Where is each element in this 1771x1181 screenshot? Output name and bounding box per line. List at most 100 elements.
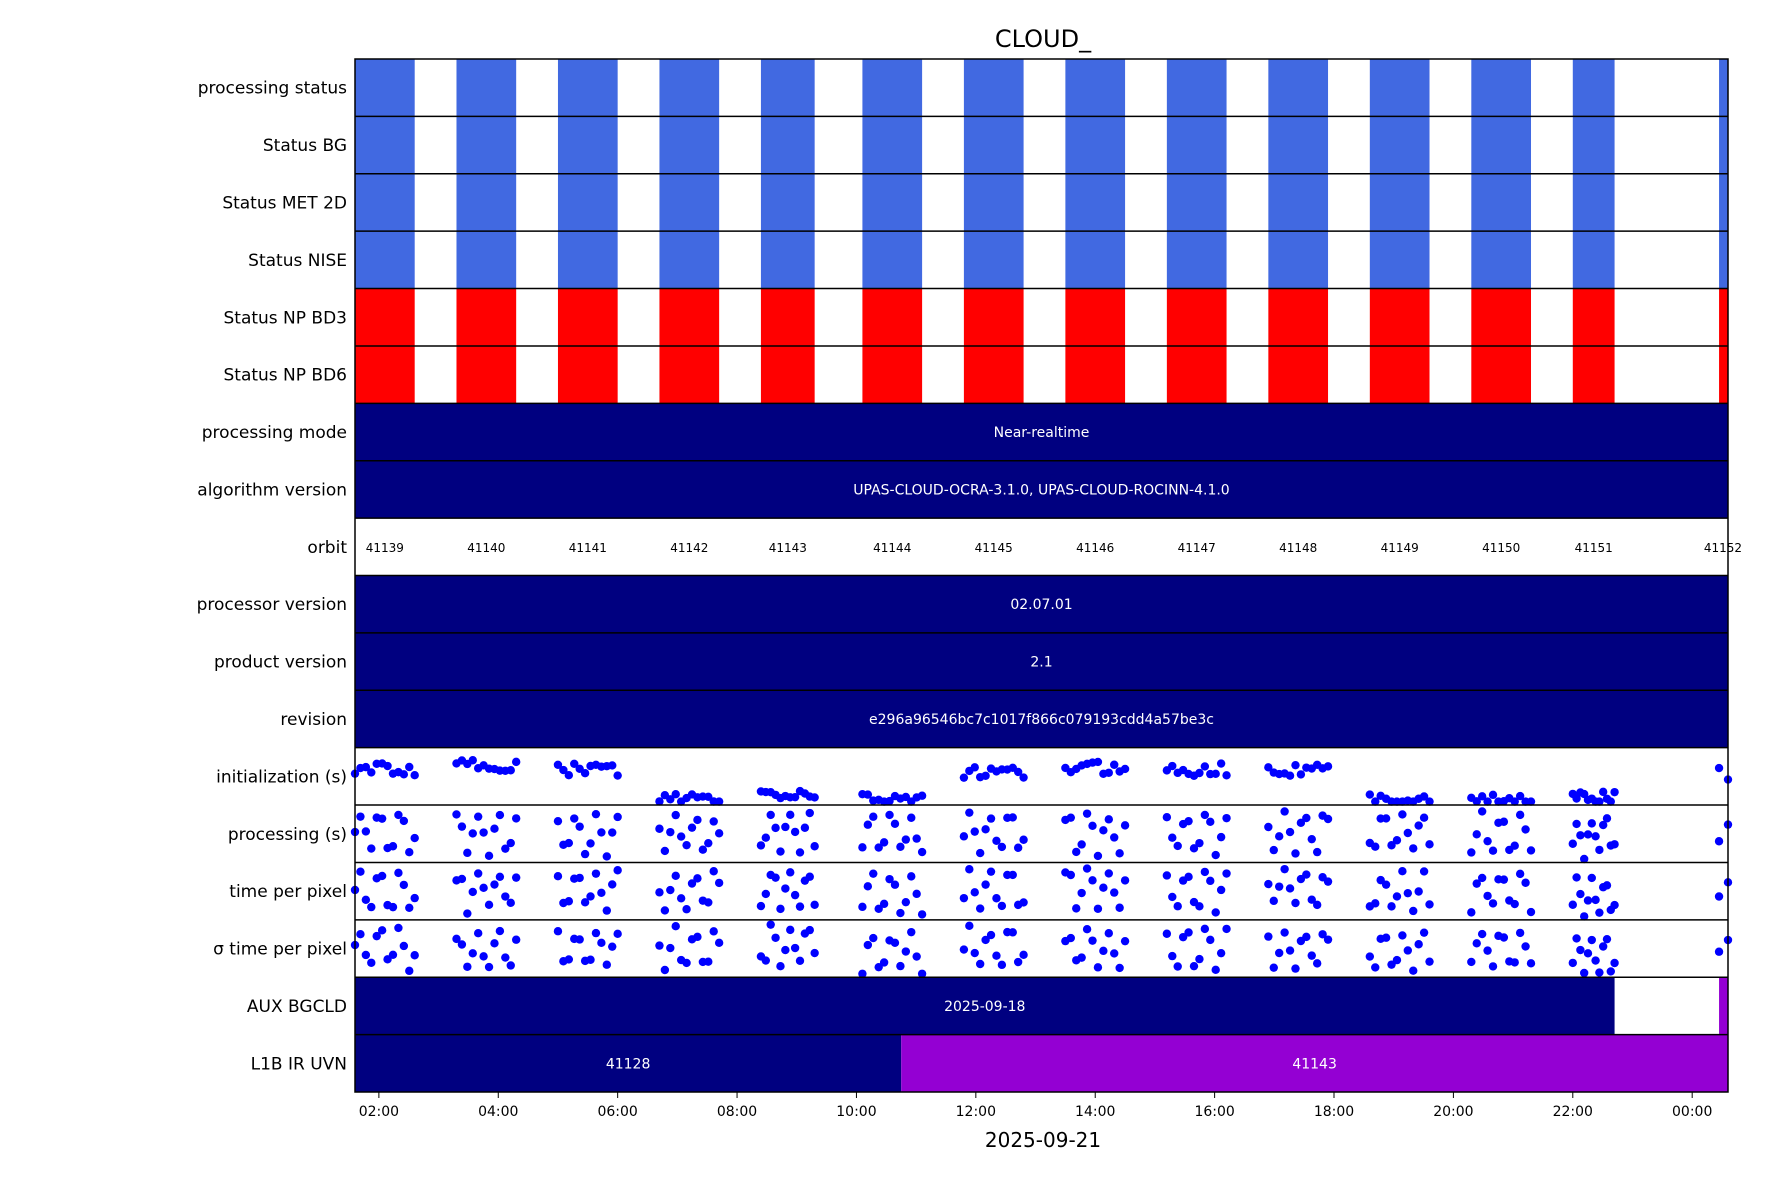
row-label: Status NP BD6 — [223, 366, 347, 386]
status-bar — [456, 231, 517, 289]
timeline-row: processor version 02.07.01 — [197, 574, 1728, 633]
data-point — [1477, 792, 1487, 801]
status-bar — [1572, 59, 1615, 117]
data-point — [1598, 787, 1608, 797]
data-point — [1216, 948, 1226, 958]
data-point — [1066, 813, 1076, 822]
data-point — [805, 925, 814, 935]
band-label: 41128 — [606, 1056, 651, 1072]
timeline-row: Status MET 2D — [222, 173, 1728, 232]
status-bar — [862, 173, 923, 232]
data-point — [1274, 882, 1284, 891]
x-tick-label: 00:00 — [1672, 1104, 1712, 1120]
data-point — [1093, 851, 1103, 861]
data-point — [1211, 965, 1220, 975]
data-point — [1365, 952, 1375, 961]
data-point — [473, 869, 483, 878]
data-point — [671, 871, 680, 881]
data-point — [410, 951, 419, 960]
orbit-label: 41140 — [467, 541, 505, 555]
data-point — [1280, 807, 1289, 816]
x-tick-label: 12:00 — [956, 1104, 996, 1120]
data-point — [484, 851, 494, 861]
data-point — [586, 955, 595, 964]
data-point — [810, 842, 819, 851]
data-point — [1082, 925, 1092, 934]
data-point — [1115, 849, 1124, 858]
data-point — [1572, 873, 1581, 882]
data-point — [1714, 892, 1724, 901]
data-point — [1467, 908, 1476, 917]
data-point — [1110, 888, 1119, 897]
data-point — [1082, 809, 1092, 818]
data-point — [1093, 904, 1103, 913]
data-point — [1521, 878, 1530, 887]
row-label: processing mode — [202, 423, 347, 443]
data-point — [511, 873, 521, 882]
data-point — [795, 848, 805, 857]
data-point — [1280, 928, 1289, 937]
data-point — [495, 872, 505, 882]
status-bar — [1065, 288, 1126, 346]
data-point — [1606, 967, 1615, 976]
data-point — [660, 906, 670, 915]
data-point — [1398, 866, 1407, 876]
x-tick-label: 06:00 — [597, 1104, 637, 1120]
status-bar — [557, 59, 618, 117]
data-point — [1307, 834, 1316, 844]
row-label: σ time per pixel — [213, 940, 347, 960]
data-point — [553, 871, 563, 881]
data-point — [377, 814, 387, 823]
status-bar — [760, 231, 815, 289]
data-point — [506, 961, 515, 970]
data-point — [907, 813, 916, 822]
data-point — [501, 953, 510, 962]
data-point — [1425, 797, 1434, 806]
data-point — [781, 945, 790, 955]
data-point — [1414, 940, 1423, 949]
data-point — [970, 888, 979, 897]
data-point — [1168, 761, 1177, 771]
x-tick: 18:00 — [1314, 1092, 1354, 1120]
data-point — [553, 760, 563, 769]
data-point — [885, 796, 894, 806]
data-point — [863, 820, 873, 829]
data-point — [1200, 810, 1210, 820]
data-point — [907, 872, 916, 881]
data-point — [1008, 870, 1017, 880]
data-point — [511, 814, 521, 823]
data-point — [479, 828, 488, 837]
data-point — [1195, 954, 1204, 964]
data-point — [1610, 787, 1619, 797]
status-bar — [963, 173, 1024, 232]
status-bar — [1268, 59, 1329, 117]
data-point — [1526, 846, 1536, 855]
x-tick: 10:00 — [836, 1092, 877, 1120]
status-bar — [1572, 173, 1615, 232]
data-point — [1066, 870, 1076, 880]
data-point — [1264, 822, 1273, 832]
data-point — [1576, 889, 1585, 899]
status-bar — [1166, 345, 1227, 404]
status-bar — [1471, 173, 1532, 232]
data-point — [1269, 963, 1278, 972]
data-point — [1222, 869, 1231, 878]
data-point — [874, 843, 883, 852]
data-point — [890, 819, 900, 828]
x-tick: 12:00 — [956, 1092, 996, 1120]
plot-frame — [354, 58, 1729, 1093]
data-point — [959, 773, 969, 782]
data-point — [457, 822, 467, 831]
status-bar — [1268, 116, 1329, 174]
data-point — [1088, 936, 1097, 945]
data-point — [564, 838, 574, 848]
data-point — [869, 869, 878, 878]
row-label: Status NISE — [248, 251, 347, 271]
row-label: L1B IR UVN — [251, 1054, 347, 1074]
data-point — [394, 923, 403, 933]
data-point — [405, 847, 414, 857]
status-bar — [1065, 345, 1126, 404]
data-point — [1264, 932, 1273, 941]
data-point — [1521, 942, 1530, 951]
data-point — [655, 941, 664, 950]
